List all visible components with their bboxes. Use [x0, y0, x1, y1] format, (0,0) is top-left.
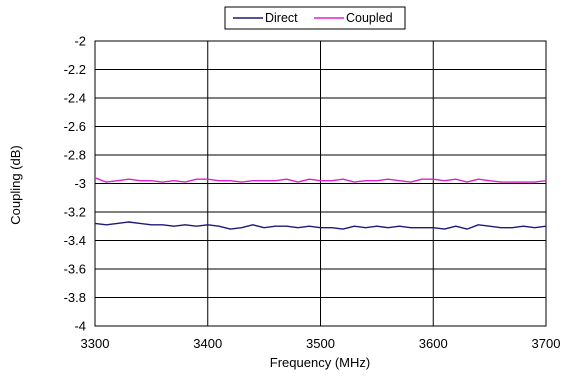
y-tick-label: -2.4	[64, 91, 86, 106]
y-tick-label: -2	[74, 34, 86, 49]
grid-lines	[94, 40, 547, 327]
series-layer	[94, 177, 547, 230]
x-tick-labels: 3300 3400 3500 3600 3700	[81, 336, 561, 351]
legend-label-direct: Direct	[265, 11, 298, 25]
x-tick-label: 3700	[532, 336, 561, 351]
y-tick-labels: -2 -2.2 -2.4 -2.6 -2.8 -3 -3.2 -3.4 -3.6 -3.8 -4	[64, 34, 86, 334]
y-axis-label: Coupling (dB)	[8, 145, 23, 225]
legend-label-coupled: Coupled	[346, 11, 393, 25]
y-tick-label: -2.8	[64, 148, 86, 163]
y-tick-label: -3.6	[64, 262, 86, 277]
y-tick-label: -3.4	[64, 233, 86, 248]
y-tick-label: -3.2	[64, 205, 86, 220]
plot-area-frame	[94, 40, 547, 327]
y-tick-label: -2.6	[64, 119, 86, 134]
x-tick-label: 3400	[193, 336, 222, 351]
x-tick-label: 3600	[419, 336, 448, 351]
legend: Direct Coupled	[224, 6, 406, 30]
series-line-direct	[94, 221, 547, 230]
x-tick-label: 3300	[81, 336, 110, 351]
y-tick-label: -2.2	[64, 62, 86, 77]
series-line-coupled	[94, 177, 547, 183]
x-tick-label: 3500	[306, 336, 335, 351]
y-tick-label: -3.8	[64, 290, 86, 305]
y-tick-label: -4	[74, 319, 86, 334]
x-axis-label: Frequency (MHz)	[270, 355, 370, 370]
y-tick-label: -3	[74, 176, 86, 191]
